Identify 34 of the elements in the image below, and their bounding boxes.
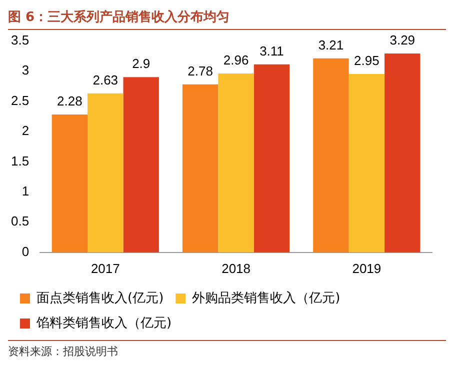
y-tick-label: 2.5 bbox=[10, 92, 30, 108]
y-tick-label: 1.5 bbox=[10, 153, 30, 168]
legend-label: 外购品类销售收入（亿元) bbox=[192, 290, 340, 306]
bar bbox=[182, 84, 218, 252]
bar bbox=[313, 58, 349, 252]
bar bbox=[52, 114, 88, 252]
y-tick-label: 3 bbox=[22, 62, 30, 78]
bar bbox=[88, 93, 124, 252]
data-label: 3.11 bbox=[260, 43, 284, 58]
data-label: 2.96 bbox=[223, 52, 249, 68]
data-label: 2.9 bbox=[132, 56, 150, 72]
text: 资料来源：招股说明书 bbox=[8, 340, 446, 359]
data-label: 3.21 bbox=[318, 37, 344, 52]
data-label: 2.78 bbox=[188, 63, 213, 78]
x-tick-label: 2018 bbox=[222, 260, 250, 276]
data-label: 2.63 bbox=[92, 72, 118, 88]
y-tick-label: 3.5 bbox=[10, 32, 30, 48]
x-tick-label: 2017 bbox=[90, 260, 120, 276]
bar bbox=[218, 73, 254, 252]
bar bbox=[384, 53, 420, 252]
y-tick-label: 0 bbox=[22, 244, 30, 259]
y-tick-label: 1 bbox=[22, 184, 30, 199]
legend-label: 馅料类销售收入（亿元) bbox=[36, 316, 172, 331]
chart-title: 图 6：三大系列产品销售收入分布均匀 bbox=[8, 8, 446, 30]
y-tick-label: 2 bbox=[22, 123, 30, 138]
legend-label: 面点类销售收入(亿元) bbox=[36, 290, 164, 306]
bar bbox=[254, 64, 290, 252]
data-label: 3.29 bbox=[390, 32, 416, 48]
data-label: 2.28 bbox=[57, 94, 82, 109]
data-label: 2.95 bbox=[354, 53, 380, 68]
x-tick-label: 2019 bbox=[352, 260, 382, 276]
y-tick-label: 0.5 bbox=[10, 214, 30, 229]
bar bbox=[123, 77, 159, 252]
bar bbox=[348, 74, 385, 252]
